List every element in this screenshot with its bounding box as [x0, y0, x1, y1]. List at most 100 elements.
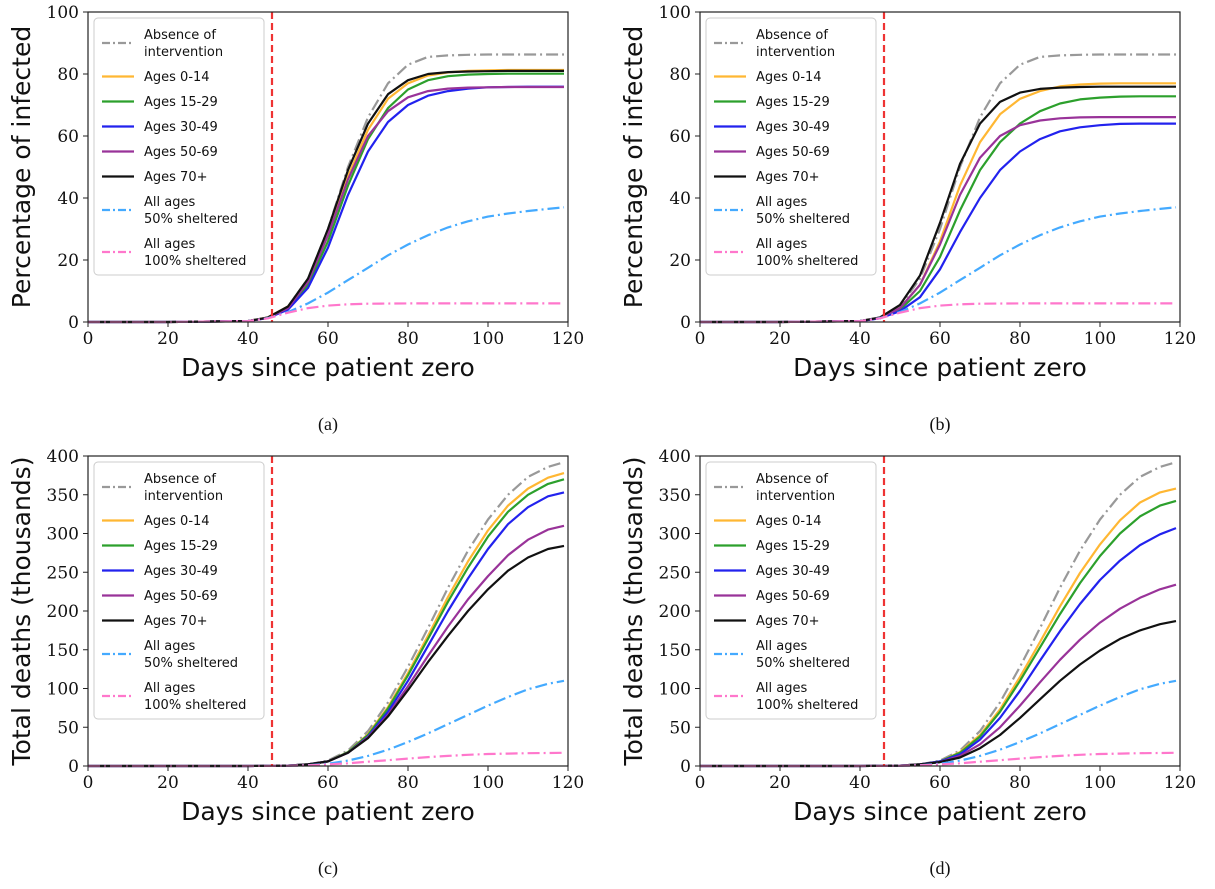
- legend-entry-label: Ages 15-29: [756, 539, 830, 554]
- legend-entry-label: All ages: [756, 195, 807, 210]
- legend-entry-label: All ages: [144, 639, 195, 654]
- chart-svg-b: 0 20 40 60 80 100 120 0 20 40 60 80 100 Days since pa…: [619, 3, 1196, 435]
- legend-entry-label: intervention: [756, 45, 835, 60]
- y-tick-label: 300: [47, 525, 79, 545]
- chart-panel-c: 0 20 40 60 80 100 120 0 50 100 150 200 250 300 350 400 D…: [0, 444, 600, 884]
- series-line-absence-of-intervention: [88, 461, 565, 768]
- legend-box: [705, 17, 877, 276]
- legend-entry-label: Absence of: [756, 28, 828, 43]
- legend-entry-label: Ages 70+: [756, 614, 819, 629]
- legend-entry-label: 50% sheltered: [144, 656, 238, 671]
- chart-svg-d: 0 20 40 60 80 100 120 0 50 100 150 200 250 300 350 400 D…: [619, 447, 1196, 879]
- y-tick-label: 400: [659, 447, 691, 467]
- legend-entry-label: Ages 70+: [144, 614, 207, 629]
- panel-caption: (d): [930, 858, 951, 879]
- legend-entry-label: Ages 30-49: [756, 564, 830, 579]
- x-tick-label: 20: [157, 329, 179, 349]
- legend-entry-label: Ages 15-29: [756, 95, 830, 110]
- x-tick-label: 0: [695, 773, 706, 793]
- legend-entry-label: Ages 50-69: [144, 589, 218, 604]
- chart-svg-c: 0 20 40 60 80 100 120 0 50 100 150 200 250 300 350 400 D…: [7, 447, 584, 879]
- legend-entry-label: intervention: [144, 45, 223, 60]
- legend-entry-label: Ages 70+: [756, 170, 819, 185]
- legend-entry-label: Ages 0-14: [144, 514, 210, 529]
- series-line-all-ages-100-sheltered: [88, 302, 564, 324]
- x-tick-label: 20: [769, 329, 791, 349]
- legend-entry-label: 50% sheltered: [756, 212, 850, 227]
- x-tick-label: 120: [552, 773, 584, 793]
- legend-box: [93, 461, 265, 720]
- legend-entry-label: Ages 15-29: [144, 539, 218, 554]
- x-tick-label: 80: [397, 773, 419, 793]
- legend-entry-label: 100% sheltered: [144, 698, 246, 713]
- x-tick-label: 40: [237, 329, 259, 349]
- legend-entry-label: All ages: [756, 237, 807, 252]
- x-tick-label: 0: [83, 329, 94, 349]
- x-tick-label: 100: [472, 329, 504, 349]
- x-tick-label: 120: [1164, 773, 1196, 793]
- series-line-all-ages-100-sheltered: [88, 751, 565, 768]
- x-tick-label: 60: [929, 329, 951, 349]
- y-tick-label: 50: [57, 718, 79, 738]
- y-tick-label: 40: [669, 189, 691, 209]
- x-tick-label: 20: [157, 773, 179, 793]
- chart-panel-b: 0 20 40 60 80 100 120 0 20 40 60 80 100 Days since pa…: [612, 0, 1212, 440]
- y-axis-label: Total deaths (thousands): [619, 457, 648, 767]
- legend-entry-label: Ages 50-69: [144, 145, 218, 160]
- y-axis-label: Percentage of infected: [7, 26, 36, 308]
- x-axis-label: Days since patient zero: [793, 797, 1087, 826]
- legend-entry-label: All ages: [144, 237, 195, 252]
- x-tick-label: 20: [769, 773, 791, 793]
- legend-entry-label: All ages: [756, 639, 807, 654]
- y-axis-label: Percentage of infected: [619, 26, 648, 308]
- panel-caption: (a): [318, 414, 338, 435]
- series-line-all-ages-50-sheltered: [88, 679, 565, 768]
- legend-entry-label: All ages: [756, 681, 807, 696]
- legend-entry-label: Ages 70+: [144, 170, 207, 185]
- series-line-all-ages-100-sheltered: [700, 302, 1176, 324]
- x-axis-label: Days since patient zero: [181, 797, 475, 826]
- y-tick-label: 350: [659, 486, 691, 506]
- y-tick-label: 80: [669, 65, 691, 85]
- x-tick-label: 40: [237, 773, 259, 793]
- y-tick-label: 200: [659, 602, 691, 622]
- panel-caption: (b): [930, 414, 951, 435]
- y-tick-label: 150: [47, 641, 79, 661]
- x-tick-label: 80: [1009, 329, 1031, 349]
- series-line-all-ages-100-sheltered: [700, 751, 1177, 768]
- legend-entry-label: 100% sheltered: [144, 254, 246, 269]
- x-tick-label: 40: [849, 773, 871, 793]
- legend-entry-label: Ages 30-49: [144, 120, 218, 135]
- legend-entry-label: 50% sheltered: [144, 212, 238, 227]
- legend-entry-label: Absence of: [144, 472, 216, 487]
- y-tick-label: 0: [68, 757, 79, 777]
- legend-entry-label: Ages 50-69: [756, 589, 830, 604]
- x-tick-label: 0: [83, 773, 94, 793]
- y-tick-label: 0: [680, 757, 691, 777]
- x-tick-label: 40: [849, 329, 871, 349]
- y-tick-label: 300: [659, 525, 691, 545]
- legend-entry-label: Ages 0-14: [756, 514, 822, 529]
- legend-entry-label: Ages 0-14: [144, 70, 210, 85]
- legend-entry-label: All ages: [144, 195, 195, 210]
- legend-entry-label: 100% sheltered: [756, 698, 858, 713]
- x-tick-label: 120: [1164, 329, 1196, 349]
- y-tick-label: 100: [659, 680, 691, 700]
- legend-box: [705, 461, 877, 720]
- legend-entry-label: intervention: [756, 489, 835, 504]
- legend-entry-label: Absence of: [756, 472, 828, 487]
- x-tick-label: 80: [397, 329, 419, 349]
- y-tick-label: 20: [669, 251, 691, 271]
- x-tick-label: 100: [1084, 329, 1116, 349]
- legend-entry-label: 50% sheltered: [756, 656, 850, 671]
- legend-entry-label: Ages 15-29: [144, 95, 218, 110]
- y-tick-label: 100: [659, 3, 691, 23]
- y-tick-label: 100: [47, 680, 79, 700]
- legend-entry-label: Ages 0-14: [756, 70, 822, 85]
- legend-entry-label: Absence of: [144, 28, 216, 43]
- x-axis-label: Days since patient zero: [793, 353, 1087, 382]
- series-line-absence-of-intervention: [700, 461, 1177, 768]
- y-tick-label: 250: [47, 563, 79, 583]
- legend-entry-label: All ages: [144, 681, 195, 696]
